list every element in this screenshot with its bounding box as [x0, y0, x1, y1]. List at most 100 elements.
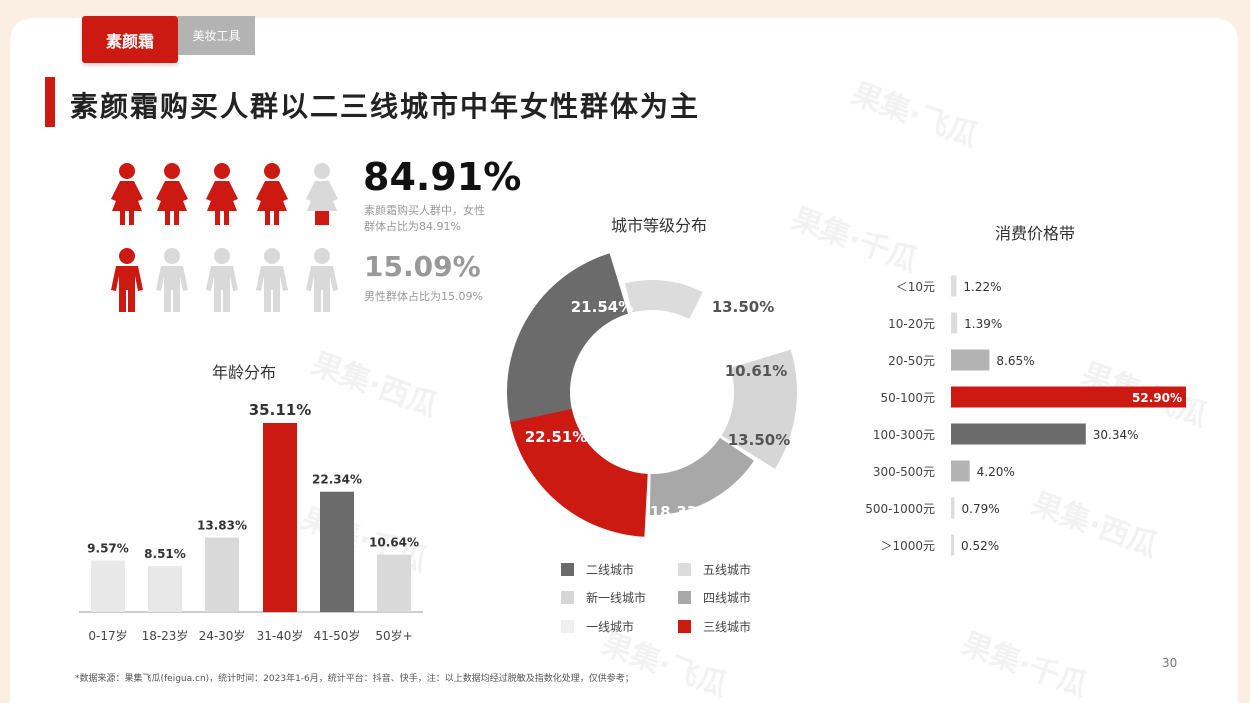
price-value-label: 8.65%: [996, 354, 1034, 368]
female-percentage: 84.91%: [363, 155, 522, 199]
age-category-label: 18-23岁: [142, 628, 189, 643]
city-donut-slice: [624, 280, 703, 319]
legend-swatch: [678, 620, 691, 633]
legend-label: 四线城市: [703, 591, 752, 605]
price-bar: [951, 275, 957, 297]
male-icon-empty: [206, 248, 238, 312]
city-legend-item: 五线城市: [678, 561, 751, 578]
data-source-footnote: *数据来源：果集飞瓜(feigua.cn)，统计时间：2023年1-6月，统计平…: [75, 674, 634, 684]
age-chart-title: 年龄分布: [212, 363, 277, 382]
legend-swatch: [561, 620, 574, 633]
female-note-line1: 素颜霜购买人群中，女性: [364, 204, 485, 217]
female-note: 素颜霜购买人群中，女性 群体占比为84.91%: [364, 203, 485, 235]
price-category-label: 100-300元: [873, 428, 935, 442]
female-icon: [256, 163, 288, 225]
age-value-label: 10.64%: [369, 536, 419, 550]
page-number: 30: [1162, 656, 1178, 670]
male-note: 男性群体占比为15.09%: [364, 290, 483, 303]
age-bar: [263, 423, 297, 612]
age-value-label: 8.51%: [144, 547, 186, 561]
tab-suyanshuang[interactable]: 素颜霜: [82, 16, 178, 63]
female-note-line2: 群体占比为84.91%: [364, 220, 461, 233]
price-bar: [951, 534, 954, 556]
price-category-label: 10-20元: [888, 317, 935, 331]
age-bar: [91, 560, 125, 612]
city-donut-slice: [649, 437, 754, 515]
age-category-label: 41-50岁: [314, 628, 361, 643]
price-category-label: 20-50元: [888, 354, 935, 368]
legend-swatch: [561, 563, 574, 576]
price-category-label: ＜10元: [896, 280, 935, 294]
price-bar: [951, 423, 1086, 445]
price-value-label: 1.39%: [964, 317, 1002, 331]
city-slice-label: 13.50%: [712, 298, 774, 316]
age-value-label: 13.83%: [197, 519, 247, 533]
price-value-label: 30.34%: [1093, 428, 1139, 442]
price-value-label: 1.22%: [963, 280, 1001, 294]
male-icon-empty: [156, 248, 188, 312]
price-category-label: 500-1000元: [865, 502, 935, 516]
page-title: 素颜霜购买人群以二三线城市中年女性群体为主: [70, 90, 701, 123]
city-legend-item: 二线城市: [561, 561, 634, 578]
price-category-label: 50-100元: [880, 391, 935, 405]
age-value-label: 9.57%: [87, 541, 129, 555]
price-value-label: 52.90%: [1132, 391, 1182, 405]
city-slice-label: 13.50%: [728, 431, 790, 449]
age-bar: [148, 566, 182, 612]
city-slice-label: 21.54%: [571, 298, 633, 316]
city-legend-item: 一线城市: [561, 618, 634, 635]
male-icon: [111, 248, 143, 312]
city-legend-item: 三线城市: [678, 618, 751, 635]
legend-label: 五线城市: [703, 563, 752, 577]
male-icon-empty: [256, 248, 288, 312]
price-value-label: 4.20%: [977, 465, 1015, 479]
age-category-label: 24-30岁: [199, 628, 246, 643]
legend-label: 新一线城市: [586, 591, 647, 605]
city-legend-item: 新一线城市: [561, 589, 646, 606]
age-bar: [205, 537, 239, 612]
price-category-label: ＞1000元: [880, 539, 935, 553]
legend-label: 二线城市: [586, 563, 635, 577]
title-accent-bar: [45, 77, 55, 127]
price-value-label: 0.79%: [962, 502, 1000, 516]
city-slice-label: 10.61%: [725, 362, 787, 380]
female-icon: [111, 163, 143, 225]
legend-swatch: [561, 591, 574, 604]
legend-label: 三线城市: [703, 620, 752, 634]
female-icon-partial-fill: [315, 211, 329, 225]
price-bar: [951, 497, 955, 519]
female-icon: [206, 163, 238, 225]
legend-swatch: [678, 563, 691, 576]
city-chart-title: 城市等级分布: [611, 216, 708, 235]
city-slice-label: 22.51%: [525, 428, 587, 446]
tab-beauty-tools[interactable]: 美妆工具: [178, 16, 255, 55]
female-icon: [156, 163, 188, 225]
age-bar: [320, 491, 354, 612]
male-icon-empty: [306, 248, 338, 312]
city-donut-slice: [506, 253, 629, 461]
city-legend-item: 四线城市: [678, 589, 751, 606]
price-bar: [951, 386, 1186, 408]
legend-label: 一线城市: [586, 620, 635, 634]
age-value-label: 22.34%: [312, 473, 362, 487]
price-chart-title: 消费价格带: [995, 224, 1076, 243]
age-bar: [377, 554, 411, 612]
price-category-label: 300-500元: [873, 465, 935, 479]
age-value-label: 35.11%: [249, 401, 311, 419]
city-donut-slice: [721, 349, 797, 469]
male-percentage: 15.09%: [364, 250, 481, 283]
city-slice-label: 18.33%: [650, 503, 712, 521]
age-category-label: 50岁+: [375, 628, 412, 643]
city-donut-slice: [510, 409, 648, 537]
price-bar: [951, 460, 970, 482]
price-value-label: 0.52%: [961, 539, 999, 553]
age-category-label: 0-17岁: [88, 628, 127, 643]
age-category-label: 31-40岁: [257, 628, 304, 643]
price-bar: [951, 312, 958, 334]
legend-swatch: [678, 591, 691, 604]
price-bar: [951, 349, 990, 371]
